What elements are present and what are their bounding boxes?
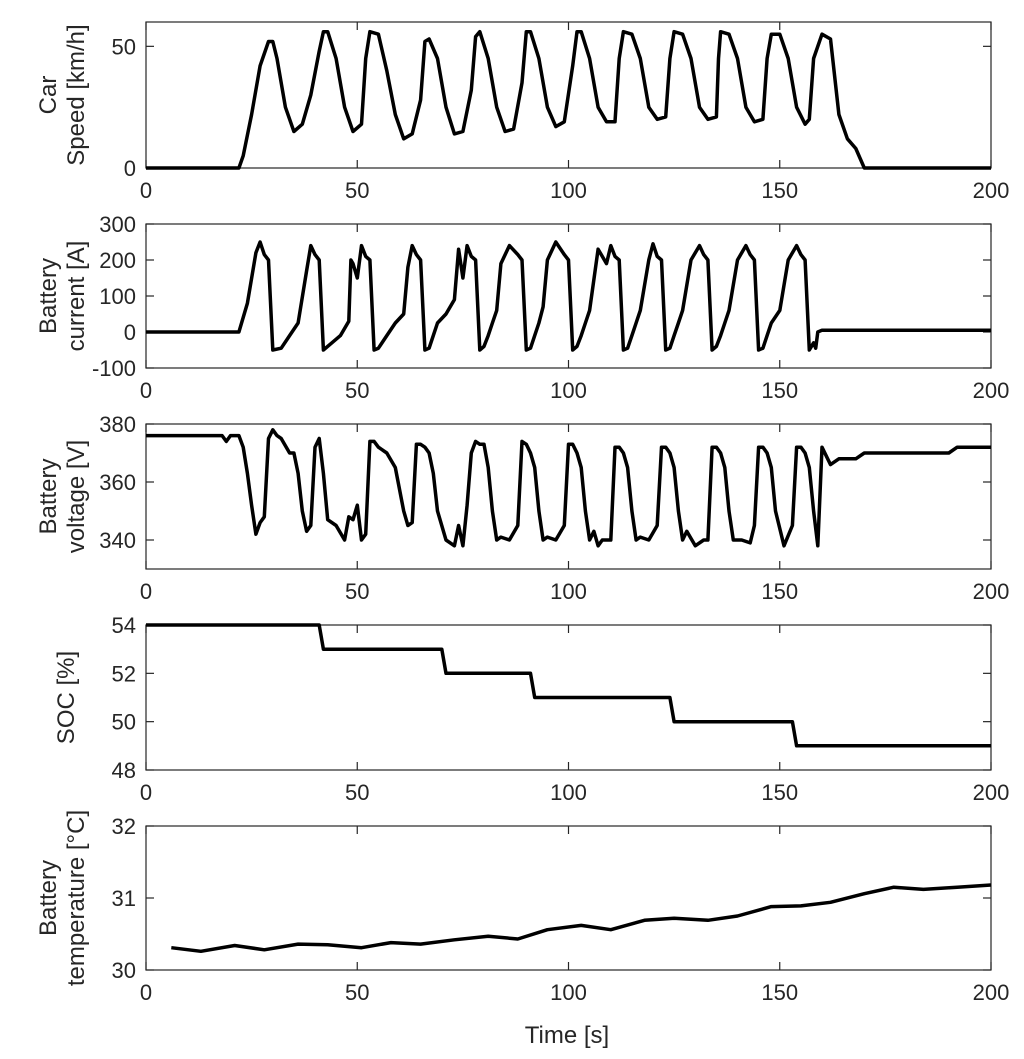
panel-car-speed: 0 50 100 150 200 0 50 Car Speed [km/h] xyxy=(35,21,1010,203)
battery-voltage-series-line xyxy=(146,428,991,548)
battery-temperature-x-tick-label: 100 xyxy=(550,980,587,1005)
soc-y-tick-label: 54 xyxy=(112,613,136,638)
panel-battery-temperature: 0 50 100 150 200 30 31 32 Battery temperature [°C… xyxy=(35,810,1009,1005)
battery-current-x-tick-label: 0 xyxy=(140,378,152,403)
soc-x-tick-label: 50 xyxy=(345,780,369,805)
panel-battery-voltage: 0 50 100 150 200 340 360 380 Battery voltage [V] xyxy=(35,412,1009,604)
soc-x-tick-label: 100 xyxy=(550,780,587,805)
battery-current-y-tick-label: 100 xyxy=(99,284,136,309)
soc-x-tick-label: 200 xyxy=(973,780,1010,805)
battery-voltage-y-tick-label: 340 xyxy=(99,528,136,553)
battery-voltage-x-tick-label: 100 xyxy=(550,579,587,604)
battery-temperature-y-tick-label: 30 xyxy=(112,958,136,983)
battery-voltage-y-axis-label: Battery xyxy=(35,458,62,534)
battery-current-y-tick-label: 300 xyxy=(99,212,136,237)
battery-voltage-y-tick-label: 380 xyxy=(99,412,136,437)
soc-series-line xyxy=(146,623,991,748)
car-speed-y-tick-label: 0 xyxy=(124,156,136,181)
soc-x-tick-label: 150 xyxy=(761,780,798,805)
battery-temperature-x-tick-label: 200 xyxy=(973,980,1010,1005)
soc-x-tick-label: 0 xyxy=(140,780,152,805)
battery-temperature-x-tick-label: 150 xyxy=(761,980,798,1005)
car-speed-x-tick-label: 150 xyxy=(761,178,798,203)
battery-current-y-axis-label: current [A] xyxy=(63,241,90,352)
battery-current-y-tick-label: 0 xyxy=(124,320,136,345)
battery-temperature-y-axis-label: Battery xyxy=(35,860,62,936)
soc-y-tick-label: 52 xyxy=(112,661,136,686)
battery-current-x-tick-label: 200 xyxy=(973,378,1010,403)
x-axis-label: Time [s] xyxy=(525,1022,609,1049)
car-speed-y-axis-label: Speed [km/h] xyxy=(63,24,90,165)
car-speed-x-tick-label: 0 xyxy=(140,178,152,203)
battery-temperature-series-line xyxy=(171,883,992,954)
battery-voltage-y-tick-label: 360 xyxy=(99,470,136,495)
soc-y-tick-label: 48 xyxy=(112,758,136,783)
battery-temperature-y-axis-label: temperature [°C] xyxy=(63,810,90,986)
battery-temperature-y-tick-label: 32 xyxy=(112,814,136,839)
battery-current-x-tick-label: 100 xyxy=(550,378,587,403)
car-speed-series-line xyxy=(146,29,991,170)
battery-current-x-tick-label: 150 xyxy=(761,378,798,403)
battery-current-x-tick-label: 50 xyxy=(345,378,369,403)
battery-voltage-y-axis-label: voltage [V] xyxy=(63,440,90,553)
car-speed-y-axis-label: Car xyxy=(35,76,62,115)
car-speed-x-tick-label: 50 xyxy=(345,178,369,203)
battery-current-y-axis-label: Battery xyxy=(35,258,62,334)
car-speed-x-tick-label: 100 xyxy=(550,178,587,203)
battery-voltage-x-tick-label: 0 xyxy=(140,579,152,604)
soc-y-tick-label: 50 xyxy=(112,710,136,735)
soc-y-axis-label: SOC [%] xyxy=(53,651,80,744)
car-speed-y-tick-label: 50 xyxy=(112,34,136,59)
battery-temperature-x-tick-label: 0 xyxy=(140,980,152,1005)
car-speed-x-tick-label: 200 xyxy=(973,178,1010,203)
battery-current-y-tick-label: 200 xyxy=(99,248,136,273)
battery-voltage-x-tick-label: 50 xyxy=(345,579,369,604)
panel-soc: 0 50 100 150 200 48 50 52 54 SOC [%] xyxy=(53,613,1009,805)
battery-temperature-y-tick-label: 31 xyxy=(112,886,136,911)
battery-voltage-x-tick-label: 200 xyxy=(973,579,1010,604)
battery-temperature-x-tick-label: 50 xyxy=(345,980,369,1005)
battery-current-series-line xyxy=(146,240,991,352)
battery-voltage-x-tick-label: 150 xyxy=(761,579,798,604)
battery-current-y-tick-label: -100 xyxy=(92,356,136,381)
